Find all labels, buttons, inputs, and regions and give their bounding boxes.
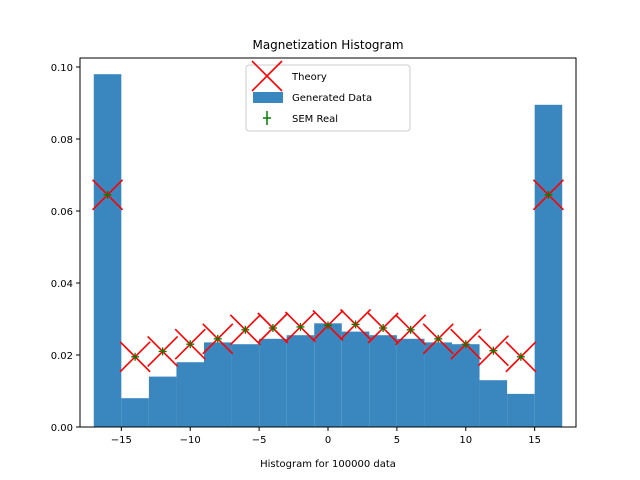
sem-real-marker-16 (544, 190, 553, 199)
histogram-bar-8 (314, 323, 342, 427)
histogram-bar-14 (479, 380, 508, 427)
x-tick-label-2: −5 (252, 435, 267, 446)
sem-real-marker-4 (213, 334, 222, 343)
legend-label-sem-real: SEM Real (292, 114, 338, 125)
sem-real-marker-2 (158, 347, 167, 356)
histogram-bar-16 (534, 104, 563, 428)
histogram-bar-9 (341, 331, 370, 427)
legend-label-generated-data: Generated Data (292, 93, 372, 104)
sem-real-marker-12 (434, 334, 443, 343)
histogram-bar-12 (424, 342, 452, 427)
histogram-bar-2 (148, 376, 177, 427)
x-tick-label-5: 10 (459, 435, 472, 446)
chart-title: Magnetization Histogram (252, 38, 403, 52)
histogram-bar-5 (231, 344, 260, 427)
legend: Theory Generated Data SEM Real (245, 60, 411, 132)
sem-real-marker-8 (324, 321, 332, 330)
y-tick-label-4: 0.08 (51, 135, 73, 146)
y-axis-ticks: 0.00 0.02 0.04 0.06 0.08 0.10 (51, 63, 80, 434)
sem-real-marker-11 (406, 325, 415, 334)
sem-real-marker-7 (296, 322, 305, 331)
x-axis-ticks: −15 −10 −5 0 5 10 15 (111, 427, 541, 446)
legend-generated-data-swatch (253, 92, 283, 103)
sem-real-marker-15 (516, 352, 525, 361)
histogram-bars (93, 74, 563, 428)
sem-real-marker-9 (351, 320, 360, 329)
histogram-bar-1 (121, 398, 149, 427)
histogram-bar-13 (452, 344, 480, 427)
sem-real-markers (103, 190, 553, 361)
legend-box (245, 64, 411, 132)
x-axis-label: Histogram for 100000 data (260, 459, 396, 470)
y-tick-label-2: 0.04 (51, 279, 73, 290)
x-tick-label-1: −10 (180, 435, 201, 446)
histogram-bar-3 (176, 362, 204, 427)
histogram-bar-15 (507, 393, 535, 427)
sem-real-marker-10 (379, 324, 388, 332)
x-tick-label-4: 5 (394, 435, 400, 446)
histogram-bar-0 (93, 74, 122, 427)
x-tick-label-3: 0 (325, 435, 331, 446)
sem-real-marker-6 (268, 324, 277, 332)
y-tick-label-3: 0.06 (51, 207, 73, 218)
legend-label-theory: Theory (291, 72, 327, 83)
y-tick-label-1: 0.02 (51, 351, 73, 362)
histogram-bar-4 (204, 342, 232, 427)
histogram-bar-10 (369, 335, 397, 427)
sem-real-marker-3 (186, 340, 195, 349)
histogram-bar-6 (259, 338, 287, 427)
histogram-bar-11 (396, 338, 425, 427)
y-tick-label-0: 0.00 (51, 423, 73, 434)
x-tick-label-6: 15 (528, 435, 541, 446)
histogram-bar-7 (286, 335, 315, 427)
sem-real-marker-13 (461, 340, 470, 349)
x-tick-label-0: −15 (111, 435, 132, 446)
sem-real-marker-1 (131, 352, 140, 361)
y-tick-label-5: 0.10 (51, 63, 73, 74)
sem-real-marker-14 (489, 346, 498, 355)
sem-real-marker-0 (103, 190, 112, 199)
legend-sem-real-marker-icon (263, 111, 271, 125)
legend-theory-marker-icon (251, 60, 283, 92)
sem-real-marker-5 (241, 325, 250, 334)
